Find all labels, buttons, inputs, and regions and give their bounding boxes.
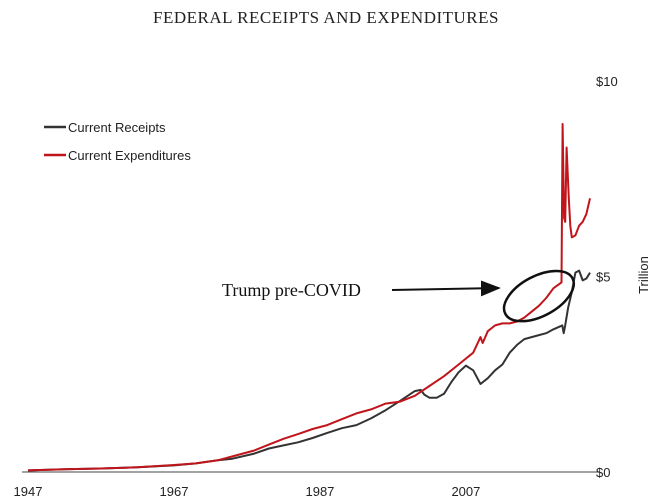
x-tick-label: 1987 — [305, 484, 334, 499]
series-line-expenditures — [27, 123, 591, 472]
legend-label: Current Receipts — [68, 120, 166, 135]
series-layer — [27, 123, 591, 472]
annotation: Trump pre-COVID — [222, 269, 576, 323]
annotation-text: Trump pre-COVID — [222, 280, 361, 300]
y-tick-label: $0 — [596, 465, 610, 480]
annotation-circle — [502, 269, 576, 323]
chart-title: FEDERAL RECEIPTS AND EXPENDITURES — [153, 8, 499, 27]
x-tick-label: 1967 — [160, 484, 189, 499]
series-line-receipts — [27, 269, 591, 472]
y-axis-label: Trillion — [636, 256, 651, 294]
x-tick-label: 1947 — [14, 484, 43, 499]
legend-label: Current Expenditures — [68, 148, 191, 163]
legend: Current Receipts Current Expenditures — [44, 120, 191, 163]
x-ticks: 1947 1967 1987 2007 — [14, 484, 481, 499]
x-tick-label: 2007 — [451, 484, 480, 499]
annotation-arrow — [391, 280, 501, 297]
y-tick-label: $5 — [596, 270, 610, 285]
y-ticks: $0 $5 $10 — [596, 74, 618, 480]
y-tick-label: $10 — [596, 74, 618, 89]
